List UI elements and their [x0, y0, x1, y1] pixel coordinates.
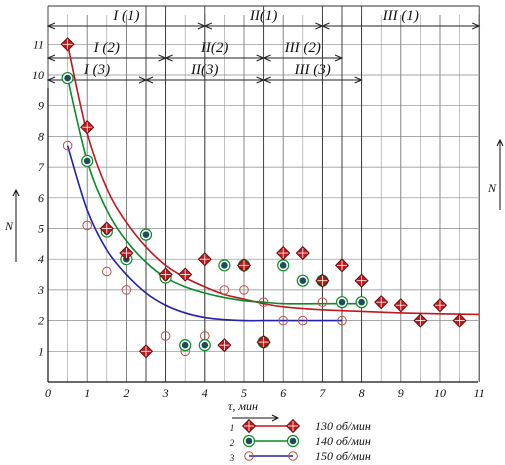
y-axis-title: N: [4, 219, 14, 233]
x-tick-label: 4: [202, 386, 208, 400]
phase-label: II(2): [200, 40, 228, 56]
x-tick-label: 2: [123, 386, 129, 400]
data-point-series-3: [121, 285, 132, 295]
legend-label-2: 140 об/мин: [315, 434, 371, 448]
fit-curve-3: [66, 145, 342, 322]
fit-curve-2: [66, 77, 362, 305]
fit-curve-1: [66, 44, 480, 316]
data-point-series-2-dot: [64, 74, 71, 82]
data-point-series-3: [82, 220, 92, 231]
y-axis-title-right: N: [487, 181, 497, 195]
data-point-series-3: [219, 285, 230, 295]
data-point-series-2-dot: [142, 231, 150, 238]
x-tick-label: 3: [162, 386, 169, 400]
x-tick-label: 9: [398, 386, 404, 400]
data-point-series-3: [317, 297, 328, 307]
x-axis-arrow-head: [271, 414, 280, 422]
phase-label: I (3): [83, 62, 110, 78]
data-point-series-2-dot: [279, 262, 287, 269]
data-point-series-3: [102, 266, 112, 277]
data-point-series-3: [298, 315, 308, 326]
y-axis-arrow-head-right: [496, 138, 504, 147]
legend-marker-2-dot: [245, 437, 253, 445]
x-tick-label: 6: [280, 386, 286, 400]
phase-intervals: I (1) II(1) III (1) I (2) II(2) III (2) I (3) I…: [46, 5, 481, 382]
data-point-series-3: [239, 285, 249, 295]
phase-label: I (1): [112, 8, 139, 24]
y-tick-label: 9: [38, 99, 44, 113]
y-tick-label: 3: [37, 283, 44, 297]
phase-label: III (3): [293, 62, 330, 78]
data-point-series-3: [278, 315, 289, 326]
y-tick-label: 8: [38, 129, 44, 143]
y-tick-label: 4: [38, 252, 44, 266]
y-tick-label: 5: [38, 222, 44, 236]
x-tick-label: 7: [319, 386, 326, 400]
phase-label: III (1): [382, 8, 419, 24]
legend-label-1: 130 об/мин: [315, 419, 371, 433]
x-tick-label: 5: [241, 386, 247, 400]
data-point-series-2-dot: [221, 262, 228, 269]
data-point-series-3: [160, 331, 171, 341]
x-tick-label: 10: [434, 386, 446, 400]
data-point-series-2-dot: [299, 277, 307, 284]
y-tick-label: 11: [33, 37, 44, 51]
data-point-series-2-dot: [338, 298, 346, 306]
y-tick-label: 2: [38, 314, 44, 328]
phase-label: III (2): [284, 40, 321, 56]
data-point-series-3: [337, 315, 347, 326]
y-tick-label: 6: [38, 191, 44, 205]
x-axis-title: τ, мин: [228, 399, 258, 413]
legend: 1 130 об/мин 2 140 об/мин 3 150 об/мин: [229, 418, 371, 463]
data-point-series-2-dot: [181, 341, 189, 349]
data-point-series-2-dot: [201, 341, 209, 349]
legend-number: 3: [229, 453, 235, 463]
legend-marker-3: [244, 451, 254, 461]
fit-curves: [66, 44, 480, 322]
data-point-series-2-dot: [358, 298, 365, 306]
phase-label: II(3): [190, 62, 218, 78]
data-points: [60, 37, 467, 359]
y-tick-label: 10: [32, 68, 44, 82]
x-tick-label: 11: [474, 386, 485, 400]
phase-label: I (2): [93, 40, 120, 56]
legend-label-3: 150 об/мин: [315, 449, 371, 463]
y-tick-label: 1: [38, 344, 44, 358]
legend-number: 2: [230, 438, 235, 448]
legend-marker-2-dot: [289, 437, 297, 445]
x-tick-label: 8: [359, 386, 365, 400]
legend-marker-3: [288, 451, 298, 461]
x-tick-label: 0: [45, 386, 51, 400]
data-point-series-2-dot: [83, 157, 91, 165]
x-tick-label: 1: [84, 386, 90, 400]
phase-label: II(1): [249, 8, 277, 24]
legend-number: 1: [230, 423, 235, 433]
y-axis-arrow-head: [12, 188, 20, 197]
data-point-series-3: [62, 140, 73, 151]
data-point-series-3: [258, 297, 269, 307]
y-tick-label: 7: [38, 160, 45, 174]
